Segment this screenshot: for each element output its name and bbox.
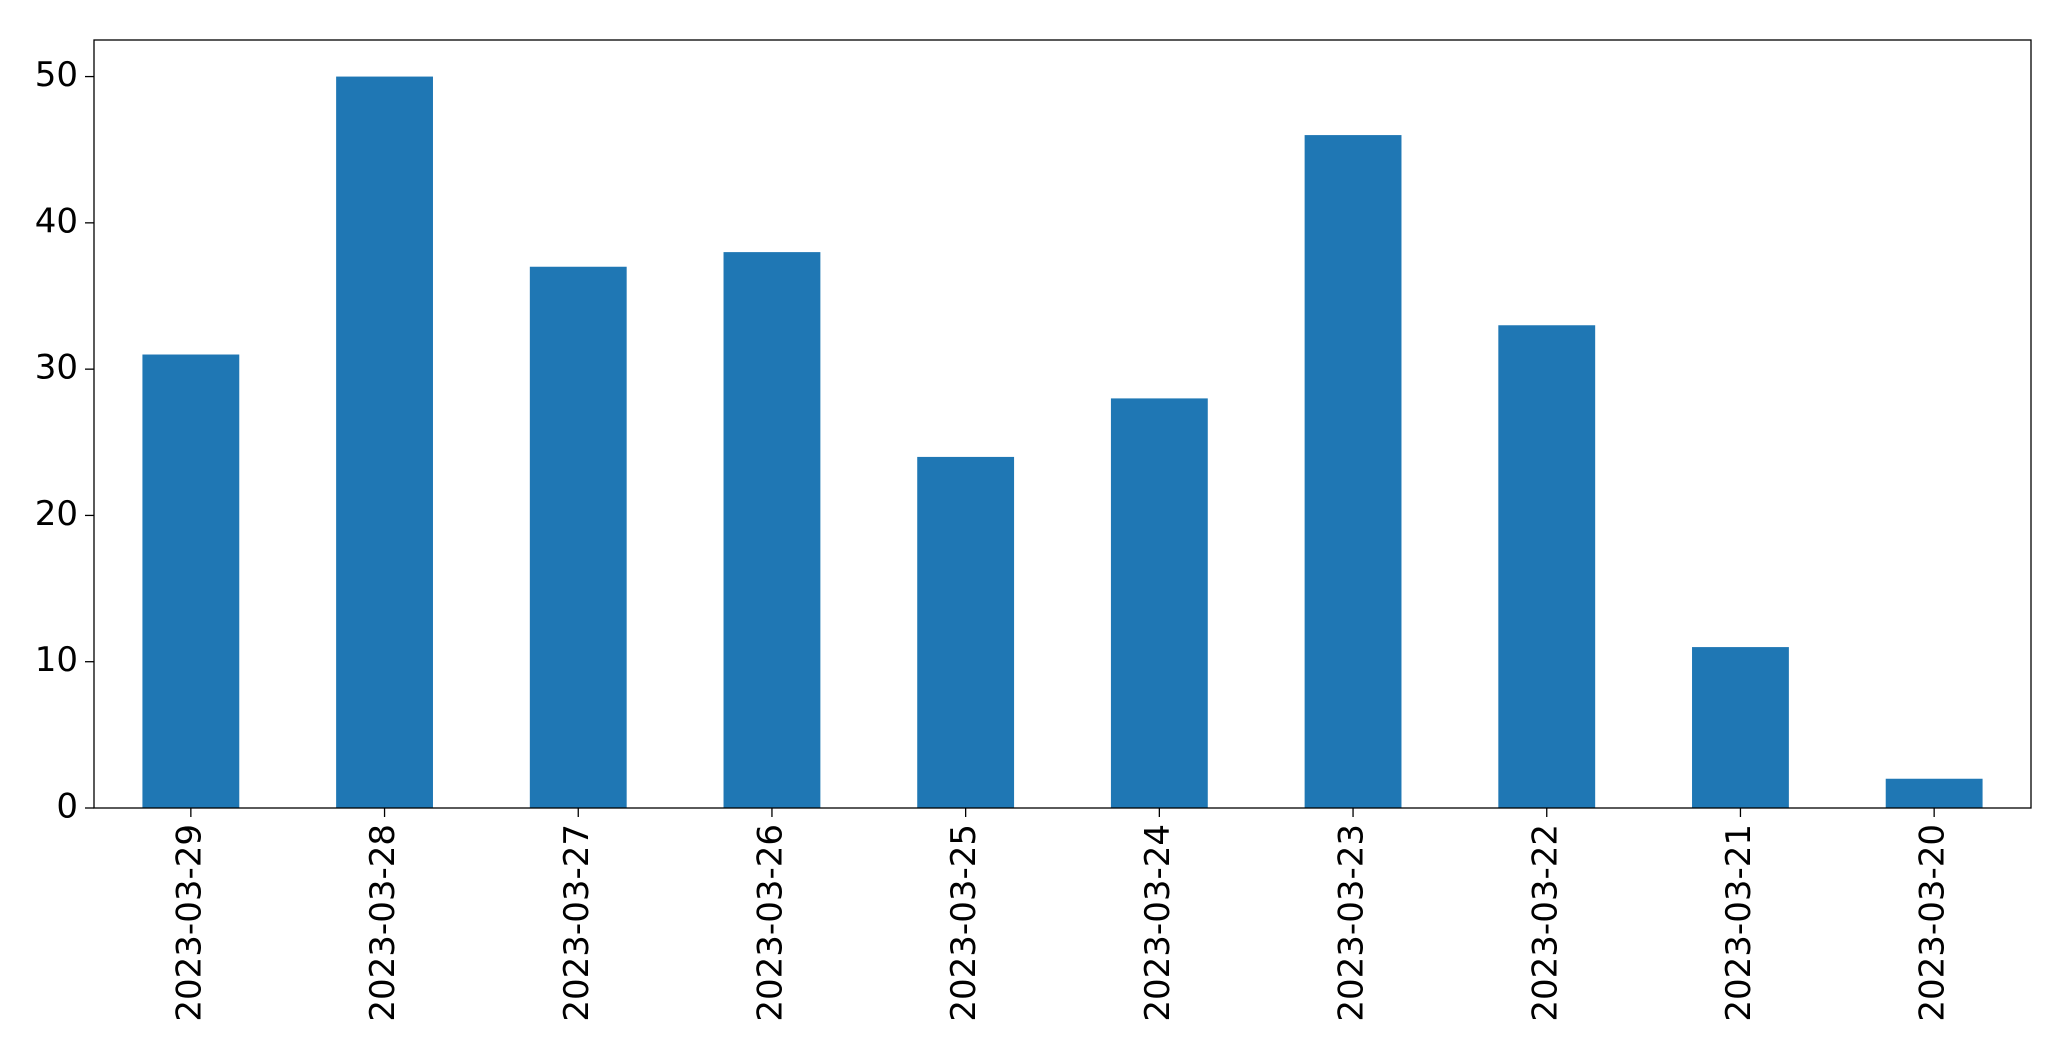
x-tick-label: 2023-03-22 [1525, 824, 1565, 1022]
x-tick-label: 2023-03-29 [169, 824, 209, 1022]
bar [529, 266, 627, 808]
x-tick-label: 2023-03-25 [944, 824, 984, 1022]
y-tick-label: 20 [35, 494, 78, 534]
x-tick-label: 2023-03-20 [1913, 824, 1953, 1022]
x-tick-label: 2023-03-27 [557, 824, 597, 1022]
bar [723, 252, 821, 809]
y-tick-label: 40 [35, 201, 78, 241]
bar [336, 76, 433, 809]
bar [1692, 647, 1789, 808]
bar [917, 456, 1015, 808]
bar [142, 354, 240, 808]
x-tick-label: 2023-03-23 [1332, 824, 1372, 1022]
plot-frame [93, 39, 2032, 809]
y-tick-label: 10 [35, 640, 78, 680]
x-tick-label: 2023-03-28 [363, 824, 403, 1022]
bar [1304, 135, 1402, 809]
bar [1110, 398, 1208, 808]
bar [1498, 325, 1596, 808]
x-tick-label: 2023-03-21 [1719, 824, 1759, 1022]
y-tick-label: 0 [56, 787, 78, 827]
y-tick-label: 30 [35, 348, 78, 388]
y-tick-label: 50 [35, 55, 78, 95]
bar [1885, 778, 1983, 808]
x-tick-label: 2023-03-24 [1138, 824, 1178, 1022]
x-tick-label: 2023-03-26 [750, 824, 790, 1022]
